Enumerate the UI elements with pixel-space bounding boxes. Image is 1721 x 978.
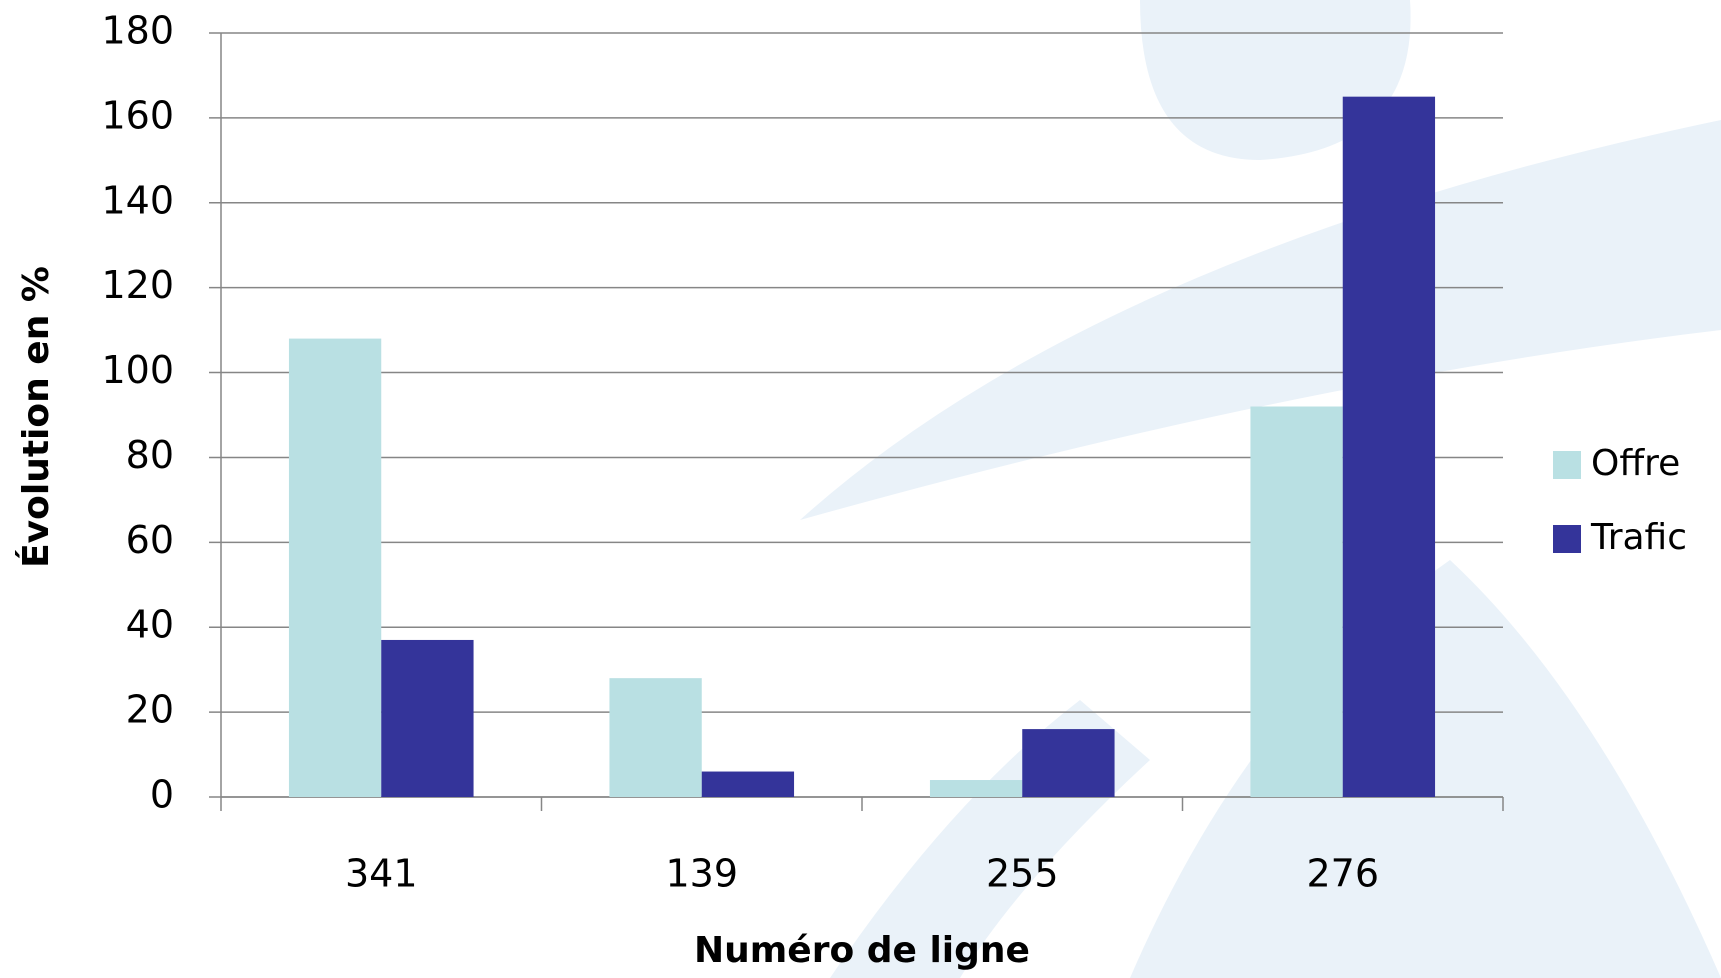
y-tick-label: 140: [101, 178, 174, 222]
y-tick-label: 20: [126, 688, 174, 732]
y-tick-label: 120: [101, 263, 174, 307]
x-tick-label: 139: [665, 852, 738, 896]
y-tick-label: 180: [101, 9, 174, 53]
y-axis-title: Évolution en %: [15, 266, 57, 568]
bar: [609, 678, 702, 797]
y-tick-label: 80: [126, 433, 174, 477]
x-tick-label: 255: [986, 852, 1059, 896]
y-tick-label: 160: [101, 93, 174, 137]
bar: [701, 771, 795, 797]
y-tick-label: 0: [150, 773, 174, 817]
bar: [929, 780, 1023, 797]
y-tick-label: 100: [101, 348, 174, 392]
y-tick-label: 40: [126, 603, 174, 647]
legend-label: Offre: [1591, 443, 1680, 484]
x-tick-label: 276: [1306, 852, 1379, 896]
x-axis-title: Numéro de ligne: [694, 930, 1030, 971]
bar: [1250, 406, 1343, 797]
bar: [288, 338, 382, 797]
legend-swatch: [1553, 451, 1581, 479]
bar: [1022, 729, 1115, 797]
x-tick-label: 341: [345, 852, 418, 896]
y-tick-label: 60: [126, 518, 174, 562]
bar: [1342, 96, 1436, 797]
bar: [381, 639, 474, 797]
legend-swatch: [1553, 525, 1581, 553]
legend-label: Trafic: [1590, 517, 1687, 558]
